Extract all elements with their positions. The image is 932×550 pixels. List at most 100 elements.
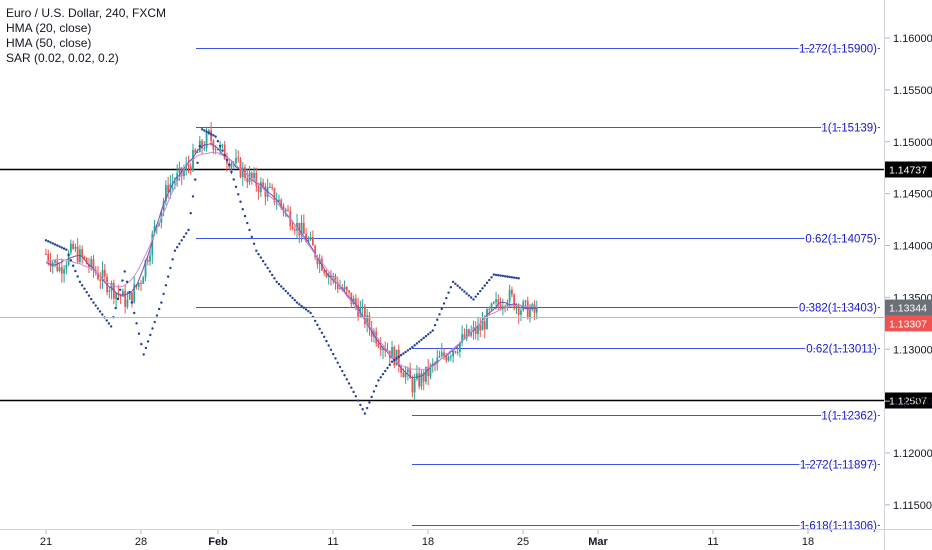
fib-levels[interactable]: 1.272(1.15900) 1(1.15139) 0.62(1.14075) 0.3… bbox=[196, 42, 880, 534]
sar-dot bbox=[90, 297, 93, 301]
sar-dot bbox=[399, 354, 403, 357]
candle-body bbox=[520, 310, 522, 315]
sar-dot bbox=[209, 132, 213, 136]
candle-body bbox=[223, 144, 226, 160]
sar-dot bbox=[282, 287, 285, 290]
fib-level-label: 0.382(1.13403) bbox=[799, 303, 877, 315]
candle-body bbox=[140, 282, 142, 284]
candle-body bbox=[262, 182, 265, 187]
symbol-title[interactable]: Euro / U.S. Dollar, 240, FXCM bbox=[6, 6, 167, 20]
candle-body bbox=[529, 309, 531, 319]
sar-dot bbox=[402, 352, 405, 355]
sar-dot bbox=[135, 322, 138, 325]
sar-dot bbox=[483, 284, 486, 287]
candle-body bbox=[452, 351, 454, 357]
candle-body bbox=[363, 306, 366, 325]
sar-dot bbox=[354, 395, 358, 398]
price-tag-bg bbox=[885, 299, 932, 316]
sar-dot bbox=[424, 334, 428, 338]
fib-level-label: 1.618(1.11306) bbox=[800, 521, 877, 533]
sar-dot bbox=[128, 290, 131, 294]
sar-dot bbox=[241, 207, 244, 211]
candles bbox=[45, 122, 538, 400]
candle-body bbox=[506, 302, 509, 307]
sar-dot bbox=[280, 285, 283, 288]
candle-body bbox=[108, 290, 111, 292]
indicator-hma50[interactable]: HMA (50, close) bbox=[6, 36, 92, 50]
indicator-sar[interactable]: SAR (0.02, 0.02, 0.2) bbox=[6, 51, 119, 65]
sar-dot bbox=[257, 252, 260, 256]
sar-dot bbox=[180, 239, 183, 242]
candle-body bbox=[305, 233, 307, 243]
x-tick-label: 18 bbox=[422, 536, 434, 548]
sar-dot bbox=[368, 401, 371, 404]
sar-dot bbox=[404, 350, 407, 354]
sar-dot bbox=[153, 320, 156, 324]
sar-dot bbox=[200, 128, 204, 131]
candle-body bbox=[463, 334, 466, 339]
sar-dot bbox=[318, 327, 321, 331]
sar-dot bbox=[259, 256, 263, 259]
sar-dot bbox=[345, 378, 349, 381]
candle-body bbox=[411, 378, 414, 393]
sar-dot bbox=[87, 294, 91, 297]
price-axis[interactable]: 1.160001.155001.150001.145001.140001.135… bbox=[885, 33, 932, 512]
sar-dot bbox=[327, 344, 330, 347]
fib-level-label: 1(1.15139) bbox=[821, 123, 877, 135]
x-tick-label: 25 bbox=[517, 536, 529, 548]
sar-dot bbox=[175, 246, 179, 249]
sar-dot bbox=[94, 304, 97, 307]
horizontal-lines[interactable]: 1.14737 1.12507 bbox=[0, 161, 932, 409]
sar-dot bbox=[375, 384, 378, 388]
sar-dot bbox=[474, 295, 477, 298]
fib-level-label: 1(1.12362) bbox=[821, 411, 877, 423]
candle-body bbox=[393, 347, 396, 366]
candle-body bbox=[443, 352, 445, 357]
y-tick-label: 1.12000 bbox=[893, 448, 932, 460]
candle-body bbox=[409, 369, 412, 379]
candle-body bbox=[526, 300, 529, 319]
fib-level-label: 1.272(1.15900) bbox=[799, 44, 877, 56]
sar-dot bbox=[449, 286, 453, 289]
candle-body bbox=[404, 372, 407, 378]
sar-dot bbox=[427, 333, 430, 336]
candle-body bbox=[397, 349, 400, 367]
candle-body bbox=[348, 290, 350, 293]
sar-dot bbox=[512, 276, 516, 279]
sar-dot bbox=[225, 158, 229, 162]
candle-body bbox=[49, 261, 52, 267]
price-tag-label: 1.13307 bbox=[889, 318, 927, 330]
sar-dot bbox=[98, 310, 102, 313]
sar-dot bbox=[166, 275, 170, 278]
sar-dot bbox=[411, 345, 414, 349]
sar-dot bbox=[71, 264, 75, 267]
sar-dot bbox=[295, 301, 299, 304]
candle-body bbox=[178, 167, 181, 174]
sar-dot bbox=[187, 228, 190, 232]
candle-body bbox=[72, 243, 75, 249]
horizontal-line-tag bbox=[885, 161, 932, 178]
candle-body bbox=[207, 130, 210, 133]
y-tick-label: 1.14000 bbox=[893, 241, 932, 253]
candle-body bbox=[413, 379, 416, 393]
candle-body bbox=[60, 267, 63, 274]
sar-dot bbox=[151, 327, 154, 330]
candle-body bbox=[483, 321, 486, 330]
sar-dot bbox=[485, 281, 489, 285]
sar-dot bbox=[270, 273, 274, 277]
candle-body bbox=[314, 245, 317, 258]
candle-body bbox=[110, 283, 113, 291]
candle-body bbox=[479, 325, 482, 331]
sar-dot bbox=[261, 259, 265, 263]
sar-dot bbox=[313, 319, 317, 323]
time-axis[interactable]: 21 28 Feb 11 18 25 Mar 11 18 bbox=[40, 530, 814, 548]
sar-dot bbox=[359, 403, 362, 407]
candle-body bbox=[133, 284, 136, 303]
sar-dot bbox=[114, 306, 117, 310]
sar-dot bbox=[44, 239, 48, 242]
candle-body bbox=[440, 352, 443, 357]
candle-body bbox=[427, 366, 430, 377]
candle-body bbox=[259, 182, 262, 193]
indicator-hma20[interactable]: HMA (20, close) bbox=[6, 21, 92, 35]
